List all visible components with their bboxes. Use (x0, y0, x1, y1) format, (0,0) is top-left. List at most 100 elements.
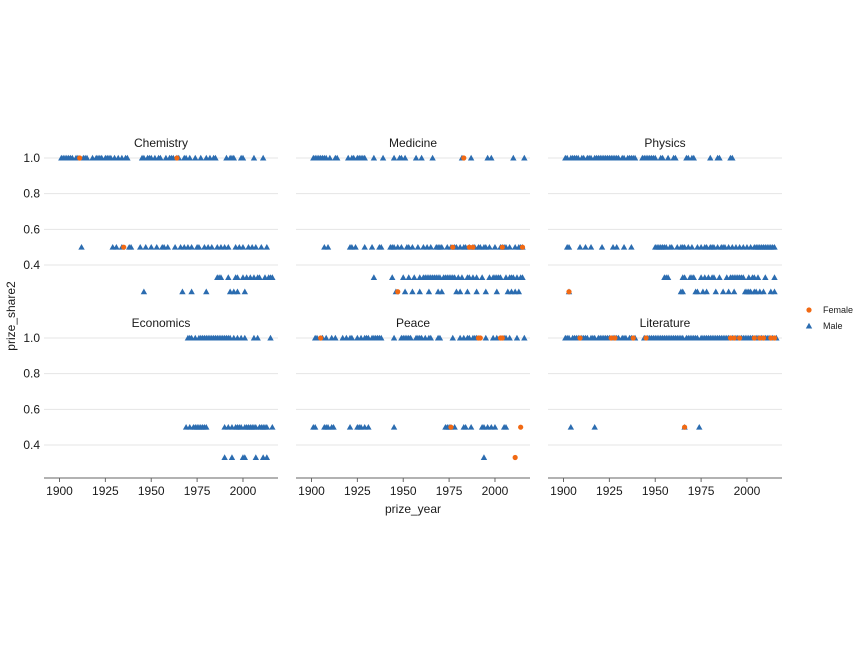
point-male (760, 288, 767, 295)
y-tick-label: 0.4 (23, 438, 40, 452)
point-male (427, 243, 434, 250)
point-male (113, 243, 120, 250)
point-male (370, 274, 378, 280)
point-male (192, 154, 199, 161)
legend-marker-male (805, 322, 813, 329)
point-male (368, 243, 376, 250)
point-male (400, 274, 407, 280)
point-male (771, 274, 778, 280)
point-male (458, 274, 466, 280)
facet-title: Medicine (389, 136, 437, 150)
point-male (513, 334, 521, 341)
point-male (324, 243, 332, 250)
point-male (411, 274, 418, 280)
point-male (598, 243, 606, 250)
point-male (186, 154, 193, 161)
point-male (203, 423, 210, 430)
point-male (234, 274, 241, 280)
point-male (311, 423, 319, 430)
x-tick-label: 2000 (230, 484, 257, 498)
point-male (652, 154, 659, 161)
point-male (427, 334, 434, 341)
point-male (346, 423, 354, 430)
point-male (519, 274, 526, 280)
point-male (390, 154, 398, 161)
facet-title: Physics (644, 136, 685, 150)
legend-label-male: Male (823, 321, 843, 331)
x-tick-label: 1925 (344, 484, 371, 498)
point-male (690, 154, 697, 161)
point-female (768, 335, 774, 341)
y-tick-label: 0.8 (23, 187, 40, 201)
point-female (771, 335, 778, 341)
point-male (502, 423, 510, 430)
point-male (510, 154, 517, 161)
point-male (361, 154, 368, 161)
point-male (576, 243, 584, 250)
point-male (164, 243, 171, 250)
point-female (121, 244, 127, 250)
point-male (729, 154, 736, 161)
facet-panel-peace: Peace 1900 1925 1950 1975 2000 (296, 316, 530, 498)
point-male (681, 274, 688, 280)
y-tick-label: 1.0 (23, 331, 40, 345)
point-male (491, 243, 499, 250)
point-male (473, 274, 480, 280)
point-male (473, 288, 480, 295)
point-male (438, 243, 445, 250)
point-male (239, 154, 247, 161)
point-male (208, 243, 215, 250)
point-female (577, 335, 583, 341)
point-male (407, 334, 414, 341)
y-tick-label: 0.6 (23, 402, 40, 416)
legend-marker-female (806, 307, 812, 313)
point-female (450, 244, 456, 250)
point-female (643, 335, 649, 341)
point-male (322, 334, 330, 341)
point-male (405, 274, 412, 280)
facet-title: Peace (396, 316, 430, 330)
point-male (142, 243, 149, 250)
x-tick-label: 1925 (596, 484, 623, 498)
point-male (416, 288, 423, 295)
point-male (515, 288, 523, 295)
point-male (127, 243, 135, 250)
point-male (506, 243, 513, 250)
point-male (587, 243, 595, 250)
point-female (630, 335, 636, 341)
x-tick-label: 1975 (688, 484, 715, 498)
point-male (153, 243, 160, 250)
point-female (519, 244, 526, 250)
point-female (395, 289, 401, 295)
point-male (401, 288, 409, 295)
point-male (414, 243, 422, 250)
point-male (565, 243, 573, 250)
point-male (488, 154, 495, 161)
facet-panel-literature: Literature 1900 1925 1950 1975 2000 (548, 316, 782, 498)
point-female (499, 335, 505, 341)
point-male (716, 154, 723, 161)
point-male (390, 334, 398, 341)
point-male (462, 423, 469, 430)
point-male (613, 243, 620, 250)
point-male (664, 274, 672, 280)
point-male (124, 154, 131, 161)
point-male (234, 288, 241, 295)
point-female (681, 424, 688, 430)
point-female (566, 289, 572, 295)
point-male (771, 243, 778, 250)
point-female (499, 244, 505, 250)
point-male (730, 288, 738, 295)
point-female (612, 335, 618, 341)
point-male (217, 274, 225, 280)
point-male (254, 334, 261, 341)
point-male (250, 154, 258, 161)
point-male (436, 334, 444, 341)
point-male (707, 154, 714, 161)
point-female (760, 335, 767, 341)
point-male (258, 243, 265, 250)
x-tick-label: 1900 (550, 484, 577, 498)
point-male (429, 154, 436, 161)
point-female (727, 335, 734, 341)
x-tick-label: 1975 (436, 484, 463, 498)
